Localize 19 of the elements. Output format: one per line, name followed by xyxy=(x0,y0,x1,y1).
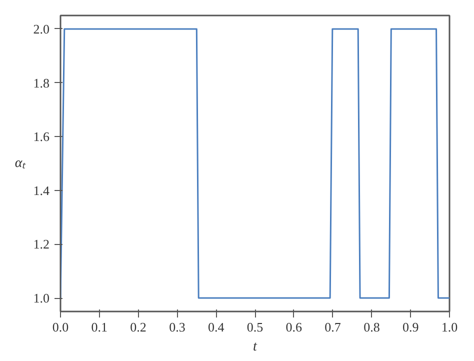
y-tick-label: 1.0 xyxy=(33,290,50,306)
x-tick-label: 0.3 xyxy=(169,320,186,334)
x-axis-title: t xyxy=(253,340,258,354)
x-tick-label: 0.5 xyxy=(246,320,264,334)
y-tick-label: 2.0 xyxy=(33,21,50,36)
x-tick-label: 0.6 xyxy=(286,320,303,334)
y-tick-label: 1.4 xyxy=(33,182,50,198)
x-tick-label: 0.8 xyxy=(364,320,380,334)
x-tick-label: 0.2 xyxy=(130,320,146,334)
x-tick-label: 0.9 xyxy=(402,320,419,334)
y-tick-label: 1.6 xyxy=(33,129,50,144)
y-tick-label: 1.2 xyxy=(33,236,50,252)
x-tick-label: 0.0 xyxy=(52,320,69,334)
x-tick-label: 1.0 xyxy=(441,320,458,334)
y-axis-title: αₜ xyxy=(14,156,26,171)
y-tick-label: 1.8 xyxy=(33,75,50,90)
x-tick-label: 0.7 xyxy=(324,320,342,334)
x-tick-label: 0.1 xyxy=(91,320,108,334)
x-tick-label: 0.4 xyxy=(208,320,225,334)
